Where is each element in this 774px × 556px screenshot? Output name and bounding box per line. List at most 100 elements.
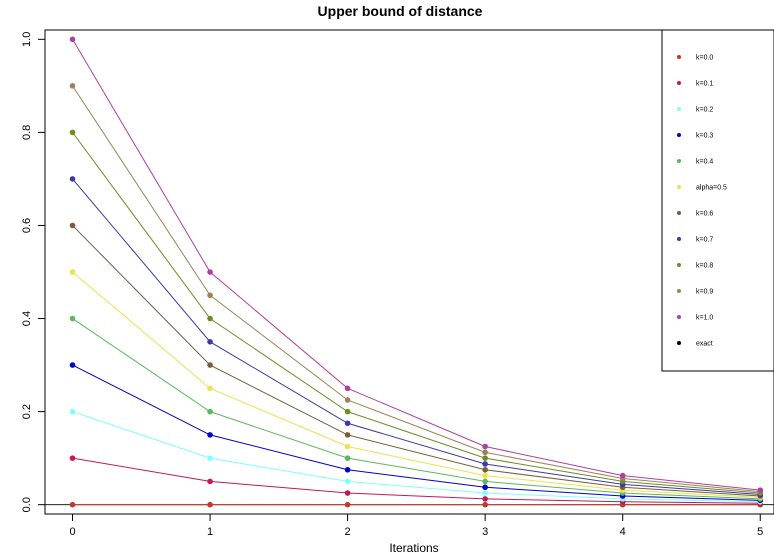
legend-label-8: k=0.8 [696, 263, 713, 270]
data-point-8-1 [207, 315, 213, 322]
legend-label-0: k=0.0 [696, 55, 713, 62]
data-point-2-3 [482, 490, 488, 496]
data-point-3-3 [482, 484, 488, 491]
data-point-3-0 [69, 362, 76, 368]
series-line-2 [72, 411, 761, 503]
x-axis-label: Iterations [389, 541, 438, 555]
legend-marker-9 [677, 289, 681, 293]
data-point-10-5 [757, 487, 764, 493]
data-point-2-1 [207, 455, 213, 461]
data-point-7-3 [482, 461, 488, 467]
legend-label-7: k=0.7 [696, 237, 713, 244]
legend-label-11: exact [696, 341, 713, 348]
y-tick-label-2: 0.4 [21, 311, 33, 326]
data-point-4-2 [344, 455, 351, 461]
legend-label-5: alpha=0.5 [696, 185, 727, 192]
legend-marker-5 [677, 185, 681, 189]
plot-layer [45, 36, 774, 508]
legend-marker-3 [677, 133, 681, 137]
data-point-0-2 [344, 501, 351, 508]
legend-marker-6 [677, 211, 681, 215]
data-point-2-0 [69, 408, 76, 415]
data-point-8-0 [69, 129, 76, 136]
y-tick-label-3: 0.6 [21, 218, 33, 233]
series-line-10 [72, 39, 761, 491]
data-point-10-2 [344, 385, 351, 392]
series-line-5 [72, 271, 761, 498]
legend-marker-1 [677, 81, 681, 85]
data-point-4-0 [69, 315, 76, 322]
x-tick-label-4: 4 [620, 526, 626, 538]
data-point-10-4 [619, 472, 626, 479]
x-tick-label-3: 3 [482, 526, 488, 538]
data-point-4-3 [482, 478, 488, 485]
series-line-8 [72, 132, 761, 494]
data-point-9-1 [207, 292, 213, 299]
legend-label-2: k=0.2 [696, 107, 713, 114]
series-line-1 [72, 457, 761, 504]
data-point-5-3 [482, 472, 488, 479]
data-point-6-0 [69, 222, 76, 229]
legend-box [661, 29, 774, 372]
data-point-1-1 [207, 478, 213, 485]
legend-marker-0 [677, 55, 681, 59]
data-point-0-3 [482, 501, 488, 508]
x-tick-label-0: 0 [69, 526, 75, 538]
data-point-10-0 [69, 36, 76, 43]
series-line-9 [72, 85, 761, 493]
x-tick-label-2: 2 [345, 526, 351, 538]
legend-marker-10 [677, 315, 681, 319]
data-point-9-3 [482, 449, 488, 456]
legend-label-3: k=0.3 [696, 133, 713, 140]
data-point-9-0 [69, 83, 76, 89]
series-line-4 [72, 318, 761, 500]
data-point-10-3 [482, 443, 488, 450]
data-point-3-2 [344, 466, 351, 473]
legend-marker-2 [677, 107, 681, 111]
legend-label-6: k=0.6 [696, 211, 713, 218]
y-tick-label-1: 0.2 [21, 404, 33, 419]
legend-label-10: k=1.0 [696, 315, 713, 322]
data-point-7-1 [207, 339, 213, 345]
data-point-4-1 [207, 408, 213, 415]
data-point-5-0 [69, 269, 76, 275]
legend: k=0.0 k=0.1 k=0.2 k=0.3 k=0.4 alpha=0.5 k=0.6 k… [677, 55, 727, 348]
y-tick-label-5: 1.0 [21, 32, 33, 47]
data-point-1-0 [69, 455, 76, 461]
data-point-10-1 [207, 269, 213, 275]
legend-marker-7 [677, 237, 681, 241]
data-point-6-3 [482, 466, 488, 473]
data-point-6-2 [344, 432, 351, 438]
legend-marker-8 [677, 263, 681, 267]
data-point-7-0 [69, 176, 76, 182]
legend-label-1: k=0.1 [696, 81, 713, 88]
series-line-6 [72, 225, 761, 497]
x-tick-label-1: 1 [207, 526, 213, 538]
data-point-0-1 [207, 501, 213, 508]
data-point-5-2 [344, 443, 351, 450]
data-point-5-1 [207, 385, 213, 392]
y-tick-label-4: 0.8 [21, 125, 33, 140]
legend-marker-4 [677, 159, 681, 163]
series-line-3 [72, 364, 761, 501]
data-point-7-2 [344, 420, 351, 427]
legend-marker-11 [677, 341, 681, 345]
legend-label-4: k=0.4 [696, 159, 713, 166]
chart-title: Upper bound of distance [318, 3, 483, 19]
data-point-1-3 [482, 496, 488, 502]
data-point-0-0 [69, 501, 76, 508]
y-tick-label-0: 0.0 [21, 497, 33, 512]
data-point-1-2 [344, 490, 351, 496]
legend-label-9: k=0.9 [696, 289, 713, 296]
data-point-9-2 [344, 397, 351, 403]
data-point-8-2 [344, 408, 351, 415]
data-point-6-1 [207, 362, 213, 368]
series-line-7 [72, 178, 761, 496]
x-tick-label-5: 5 [757, 526, 763, 538]
axis-layer: 0 1 2 3 4 5 0.0 0.2 0.4 0.6 0.8 1.0 [21, 32, 763, 538]
data-point-2-2 [344, 478, 351, 485]
data-point-8-3 [482, 455, 488, 461]
data-point-3-1 [207, 432, 213, 438]
